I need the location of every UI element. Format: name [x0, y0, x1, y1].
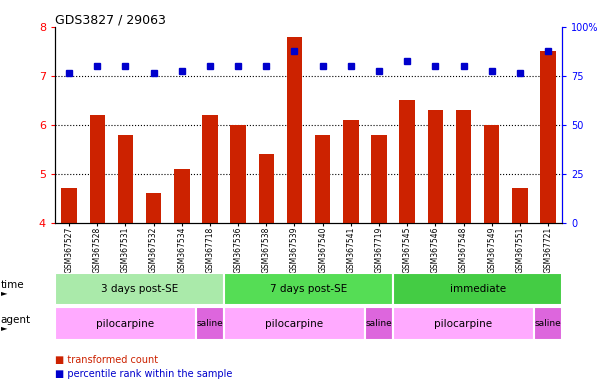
Bar [315, 135, 331, 223]
Bar [393, 307, 534, 340]
Bar [534, 307, 562, 340]
Bar [196, 307, 224, 340]
Text: pilocarpine: pilocarpine [265, 318, 324, 329]
Bar [258, 154, 274, 223]
Bar [202, 115, 218, 223]
Text: 3 days post-SE: 3 days post-SE [101, 284, 178, 294]
Text: agent: agent [1, 314, 31, 325]
Text: pilocarpine: pilocarpine [97, 318, 155, 329]
Text: immediate: immediate [450, 284, 506, 294]
Text: time: time [1, 280, 24, 290]
Bar [484, 125, 499, 223]
Bar [55, 273, 224, 305]
Bar [174, 169, 189, 223]
Bar [428, 110, 443, 223]
Bar [224, 273, 393, 305]
Text: ►: ► [1, 323, 7, 332]
Bar [371, 135, 387, 223]
Text: pilocarpine: pilocarpine [434, 318, 492, 329]
Bar [365, 307, 393, 340]
Bar [393, 273, 562, 305]
Text: saline: saline [535, 319, 562, 328]
Text: 7 days post-SE: 7 days post-SE [270, 284, 347, 294]
Bar [118, 135, 133, 223]
Bar [224, 307, 365, 340]
Bar [512, 189, 528, 223]
Bar [456, 110, 471, 223]
Bar [55, 307, 196, 340]
Bar [230, 125, 246, 223]
Text: ■ transformed count: ■ transformed count [55, 355, 158, 365]
Bar [89, 115, 105, 223]
Bar [400, 100, 415, 223]
Text: ■ percentile rank within the sample: ■ percentile rank within the sample [55, 369, 232, 379]
Bar [540, 51, 556, 223]
Text: saline: saline [197, 319, 224, 328]
Bar [61, 189, 77, 223]
Text: saline: saline [365, 319, 392, 328]
Text: ►: ► [1, 288, 7, 297]
Bar [343, 120, 359, 223]
Bar [287, 37, 302, 223]
Bar [146, 194, 161, 223]
Text: GDS3827 / 29063: GDS3827 / 29063 [55, 13, 166, 26]
